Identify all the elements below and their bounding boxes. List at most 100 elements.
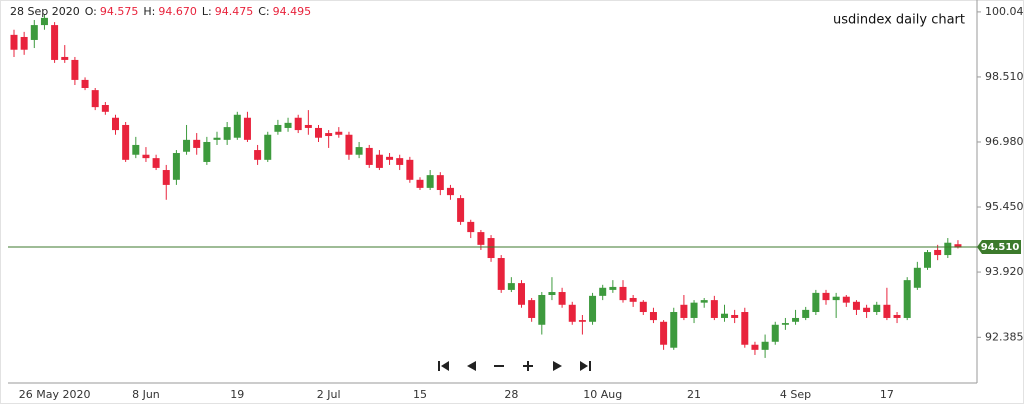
candle-body: [660, 321, 668, 345]
candle-body: [680, 304, 688, 318]
candle-body: [112, 117, 119, 131]
candle-body: [335, 131, 343, 135]
candle-body: [792, 317, 800, 322]
candle-body: [396, 158, 404, 165]
candle-body: [710, 300, 718, 318]
candle-body: [924, 252, 931, 268]
candle-body: [538, 295, 546, 325]
candle-body: [20, 36, 28, 50]
candle-body: [294, 117, 302, 131]
candle-body: [721, 313, 728, 318]
navigation: [438, 361, 591, 371]
candle-body: [274, 124, 282, 132]
candle-body: [852, 301, 860, 310]
candle-body: [183, 139, 191, 152]
y-tick-label: 93.920: [985, 265, 1024, 278]
candle-body: [122, 124, 130, 160]
candle-body: [315, 127, 322, 138]
chart-title: usdindex daily chart: [833, 13, 965, 28]
candle-body: [264, 134, 272, 160]
candle-body: [558, 292, 566, 305]
candle-body: [781, 323, 789, 325]
candle-body: [518, 283, 525, 305]
y-tick-label: 92.385: [985, 330, 1024, 343]
field-label: H:: [143, 5, 156, 18]
candle-body: [152, 158, 160, 168]
x-tick-label: 15: [413, 388, 427, 401]
x-tick-label: 21: [687, 388, 701, 401]
candle-body: [893, 314, 901, 318]
candle-body: [487, 238, 495, 259]
candle-body: [284, 122, 292, 128]
candle-body: [101, 104, 109, 112]
x-tick-label: 10 Aug: [583, 388, 622, 401]
candle-body: [883, 304, 891, 318]
x-tick-label: 2 Jul: [317, 388, 341, 401]
candle-body: [578, 320, 586, 322]
candle-body: [934, 249, 942, 256]
candle-body: [751, 344, 759, 350]
candle-body: [436, 175, 444, 191]
x-tick-label: 19: [230, 388, 244, 401]
candle-body: [741, 312, 749, 345]
candle-body: [193, 139, 201, 148]
zoom-in-button[interactable]: [523, 361, 533, 371]
candle-body: [304, 124, 312, 128]
y-tick-label: 95.450: [985, 200, 1024, 213]
y-tick-label: 98.510: [985, 70, 1024, 83]
first-button[interactable]: [438, 361, 449, 371]
candle-body: [203, 141, 211, 162]
candle-body: [599, 287, 607, 296]
price-tag: [977, 239, 1021, 254]
next-button[interactable]: [553, 361, 562, 371]
candle-body: [213, 137, 221, 140]
candle-body: [842, 296, 850, 303]
candle-body: [731, 314, 739, 318]
field-value: 94.495: [272, 5, 312, 18]
candle-body: [944, 242, 952, 256]
zoom-out-button[interactable]: [494, 365, 504, 367]
candle-body: [670, 312, 678, 348]
candle-body: [903, 280, 911, 318]
candle-body: [771, 324, 779, 342]
candle-body: [690, 302, 698, 318]
candle-body: [91, 90, 99, 108]
candle-body: [172, 153, 180, 180]
candle-body: [609, 286, 617, 290]
header-date: 28 Sep 2020: [10, 5, 80, 18]
candle-body: [589, 295, 597, 322]
candle-body: [233, 114, 241, 138]
candle-body: [457, 198, 465, 222]
candle-body: [406, 159, 414, 180]
candle-body: [568, 304, 576, 322]
last-button[interactable]: [580, 361, 591, 371]
x-tick-label: 26 May 2020: [19, 388, 91, 401]
candle-body: [375, 154, 383, 168]
candle-body: [30, 25, 38, 40]
x-tick-label: 8 Jun: [132, 388, 160, 401]
candle-body: [629, 297, 637, 302]
candle-body: [954, 244, 962, 248]
candle-body: [528, 300, 536, 318]
candle-body: [345, 134, 353, 155]
y-tick-label: 100.040: [985, 5, 1024, 18]
candle-body: [497, 258, 505, 290]
field-label: C:: [258, 5, 270, 18]
y-tick-label: 96.980: [985, 135, 1024, 148]
field-label: L:: [201, 5, 212, 18]
candle-body: [426, 175, 434, 188]
candle-body: [467, 221, 475, 233]
field-value: 94.475: [214, 5, 254, 18]
candle-body: [51, 25, 59, 60]
prev-button[interactable]: [467, 361, 476, 371]
candle-body: [132, 144, 140, 155]
candle-body: [446, 187, 454, 196]
price-label: 94.510: [981, 242, 1020, 253]
candle-body: [822, 292, 830, 301]
field-label: O:: [84, 5, 97, 18]
candle-body: [61, 56, 69, 60]
field-value: 94.670: [158, 5, 197, 18]
